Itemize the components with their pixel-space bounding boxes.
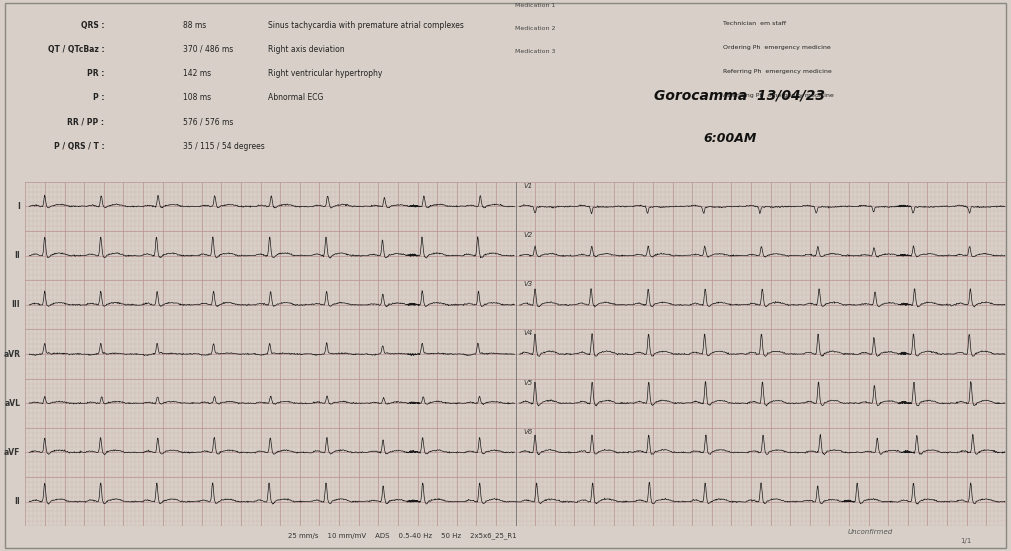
Text: 25 mm/s    10 mm/mV    ADS    0.5-40 Hz    50 Hz    2x5x6_25_R1: 25 mm/s 10 mm/mV ADS 0.5-40 Hz 50 Hz 2x5… (287, 533, 517, 539)
Text: aVR: aVR (3, 349, 20, 359)
Text: 576 / 576 ms: 576 / 576 ms (183, 117, 234, 126)
Text: 6:00AM: 6:00AM (704, 132, 757, 145)
Text: V5: V5 (524, 380, 533, 386)
Text: RR / PP :: RR / PP : (68, 117, 104, 126)
Text: aVL: aVL (4, 399, 20, 408)
Text: II: II (14, 251, 20, 260)
Text: 35 / 115 / 54 degrees: 35 / 115 / 54 degrees (183, 142, 265, 150)
Text: Medication 3: Medication 3 (516, 50, 556, 55)
Text: Sinus tachycardia with premature atrial complexes: Sinus tachycardia with premature atrial … (268, 21, 464, 30)
Text: V6: V6 (524, 429, 533, 435)
Text: Referring Ph  emergency medicine: Referring Ph emergency medicine (724, 69, 832, 74)
Text: V2: V2 (524, 232, 533, 238)
Text: QRS :: QRS : (81, 21, 104, 30)
Text: 108 ms: 108 ms (183, 93, 211, 102)
Text: Medication 1: Medication 1 (516, 3, 556, 8)
Text: I: I (17, 202, 20, 211)
Text: V1: V1 (524, 183, 533, 188)
Text: 142 ms: 142 ms (183, 69, 211, 78)
Text: 1/1: 1/1 (959, 538, 972, 543)
Text: Right ventricular hypertrophy: Right ventricular hypertrophy (268, 69, 382, 78)
Text: Technician  em staff: Technician em staff (724, 21, 787, 26)
Text: 88 ms: 88 ms (183, 21, 206, 30)
Text: V4: V4 (524, 330, 533, 336)
Text: QT / QTcBaz :: QT / QTcBaz : (48, 45, 104, 54)
Text: Unconfirmed: Unconfirmed (847, 529, 893, 534)
Text: Gorocamma  13/04/23: Gorocamma 13/04/23 (654, 89, 825, 102)
Text: Right axis deviation: Right axis deviation (268, 45, 345, 54)
Text: P / QRS / T :: P / QRS / T : (54, 142, 104, 150)
Text: II: II (14, 497, 20, 506)
Text: Abnormal ECG: Abnormal ECG (268, 93, 324, 102)
Text: Ordering Ph  emergency medicine: Ordering Ph emergency medicine (724, 45, 831, 50)
Text: P :: P : (93, 93, 104, 102)
Text: Attending Ph  emergency medicine: Attending Ph emergency medicine (724, 93, 834, 98)
Text: 370 / 486 ms: 370 / 486 ms (183, 45, 234, 54)
Text: aVF: aVF (4, 448, 20, 457)
Text: PR :: PR : (87, 69, 104, 78)
Text: V3: V3 (524, 281, 533, 287)
Text: Medication 2: Medication 2 (516, 26, 556, 31)
Text: III: III (12, 300, 20, 309)
